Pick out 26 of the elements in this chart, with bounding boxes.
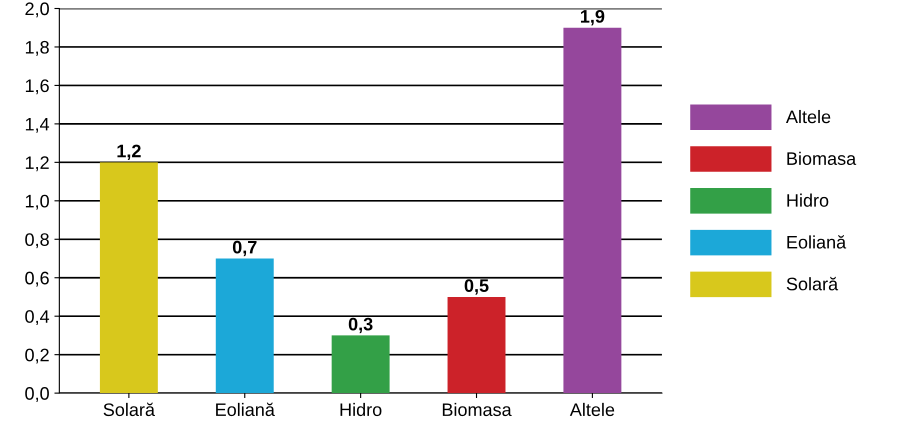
data-label: 1,9	[580, 10, 604, 26]
y-tick-label: 0,0	[25, 387, 49, 402]
y-tick-label: 0,6	[25, 272, 49, 287]
y-tick-label: 1,2	[26, 156, 49, 172]
x-tick-label: Biomasa	[442, 402, 512, 416]
y-tick-label: 1,4	[26, 118, 50, 133]
y-tick-label: 2,0	[25, 2, 49, 18]
legend-label: Hidro	[787, 194, 828, 207]
y-tick-label: 0,8	[25, 233, 49, 248]
legend-label: Eoliană	[787, 235, 846, 249]
data-label: 1,2	[117, 144, 141, 160]
x-tick-label: Altele	[570, 402, 614, 416]
data-label: 0,3	[348, 318, 373, 334]
y-tick-label: 0,4	[25, 310, 50, 326]
data-label: 0,7	[232, 240, 257, 256]
x-tick-label: Eoliană	[216, 402, 275, 416]
x-tick-label: Solară	[104, 402, 155, 416]
legend-label: Solară	[786, 276, 838, 290]
legend-label: Altele	[786, 110, 830, 124]
y-tick-label: 1,6	[26, 79, 49, 94]
y-tick-label: 1,0	[26, 194, 49, 210]
x-tick-label: Hidro	[340, 402, 382, 416]
y-tick-label: 1,8	[26, 40, 49, 56]
legend-label: Biomasa	[787, 152, 856, 166]
data-label: 0,5	[464, 279, 489, 295]
y-tick-label: 0,2	[25, 348, 49, 364]
